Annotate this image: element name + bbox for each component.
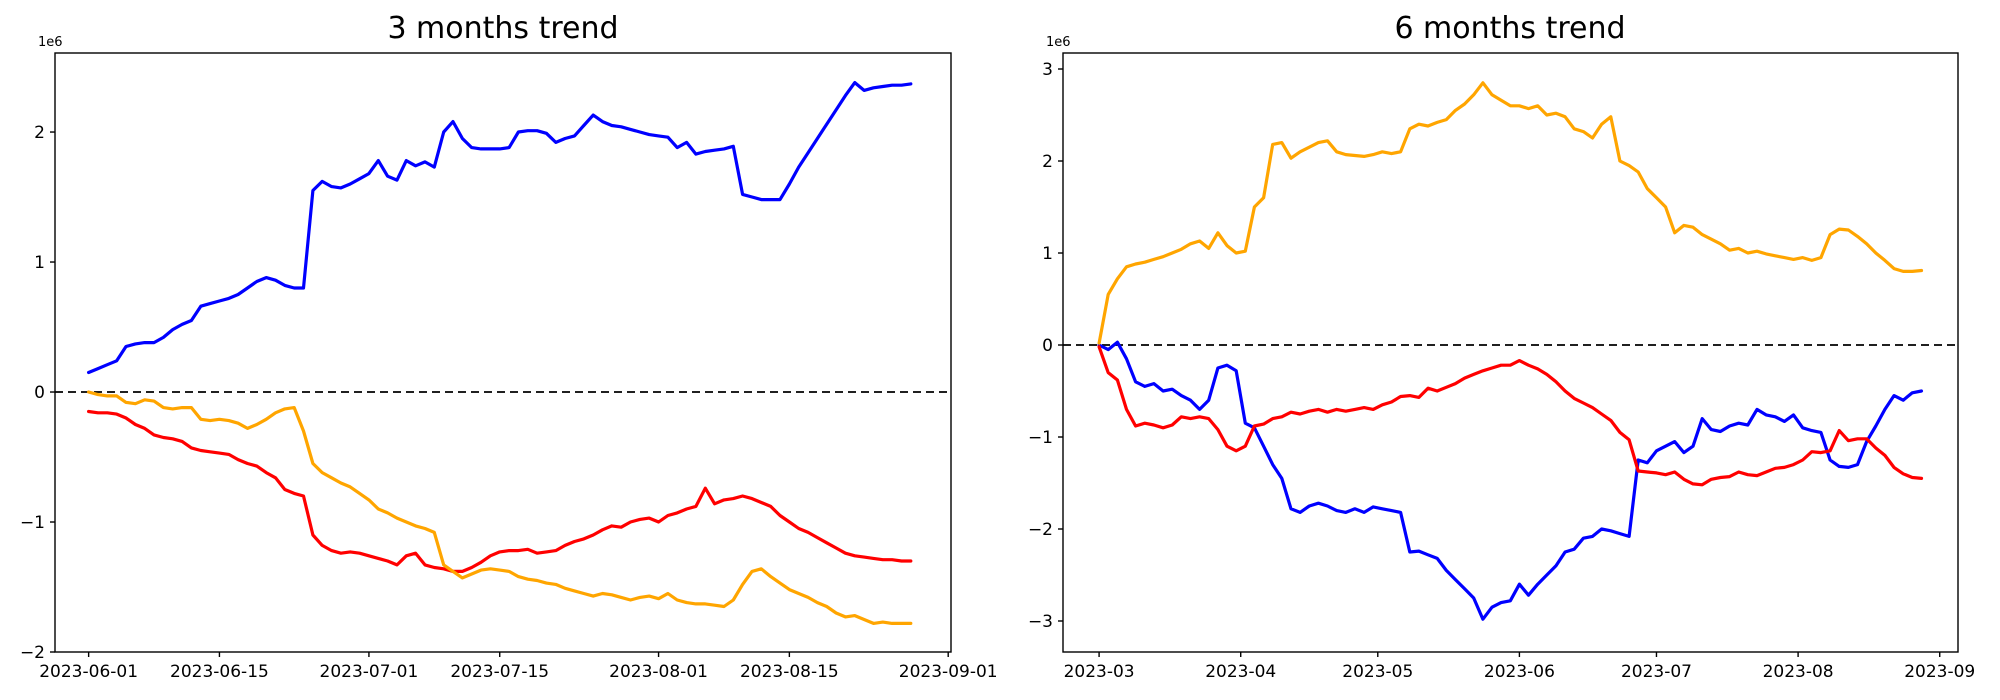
chart-plot-3-months: 2023-06-01 2023-06-15 2023-07-01 2023-07-15… xyxy=(20,52,998,682)
y-tick-label: 3 xyxy=(1042,60,1053,80)
chart-title-3-months: 3 months trend xyxy=(387,11,618,46)
blue-series-line xyxy=(1097,340,1924,621)
x-tick-label: 2023-05 xyxy=(1342,662,1413,682)
y-tick-label: −2 xyxy=(1028,520,1053,540)
chart-plot-6-months: 2023-03 2023-04 2023-05 2023-06 2023-07 2023-… xyxy=(1028,52,1975,682)
blue-series-line xyxy=(86,80,913,375)
x-tick-label: 2023-06-15 xyxy=(170,662,269,682)
chart-title-6-months: 6 months trend xyxy=(1394,11,1625,46)
y-tick-label: 0 xyxy=(1042,336,1053,356)
y-tick-label: −3 xyxy=(1028,612,1053,632)
x-tick-label: 2023-08 xyxy=(1763,662,1834,682)
red-series-line xyxy=(1097,345,1924,487)
x-tick-label: 2023-07 xyxy=(1621,662,1692,682)
x-tick-label: 2023-06-01 xyxy=(39,662,138,682)
x-tick-label: 2023-09 xyxy=(1904,662,1975,682)
x-tick-label: 2023-03 xyxy=(1064,662,1135,682)
y-tick-label: −1 xyxy=(20,513,45,533)
axes-frame xyxy=(1062,52,1959,653)
x-tick-label: 2023-04 xyxy=(1205,662,1276,682)
y-tick-label: 1 xyxy=(34,253,45,273)
y-axis-offset-label-left: 1e6 xyxy=(38,35,63,50)
x-tick-label: 2023-08-01 xyxy=(609,662,708,682)
axes-frame xyxy=(54,52,952,653)
x-tick-label: 2023-07-01 xyxy=(320,662,419,682)
y-tick-label: 2 xyxy=(1042,152,1053,172)
y-tick-label: −1 xyxy=(1028,428,1053,448)
x-tick-label: 2023-08-15 xyxy=(740,662,839,682)
x-tick-label: 2023-07-15 xyxy=(450,662,549,682)
y-tick-label: 1 xyxy=(1042,244,1053,264)
y-tick-label: −2 xyxy=(20,643,45,663)
y-tick-label: 2 xyxy=(34,123,45,143)
red-series-line xyxy=(86,409,913,574)
orange-series-line xyxy=(1097,81,1924,345)
x-tick-label: 2023-09-01 xyxy=(899,662,998,682)
y-tick-label: 0 xyxy=(34,383,45,403)
orange-series-line xyxy=(86,390,913,626)
y-axis-offset-label-right: 1e6 xyxy=(1046,35,1071,50)
x-tick-label: 2023-06 xyxy=(1484,662,1555,682)
